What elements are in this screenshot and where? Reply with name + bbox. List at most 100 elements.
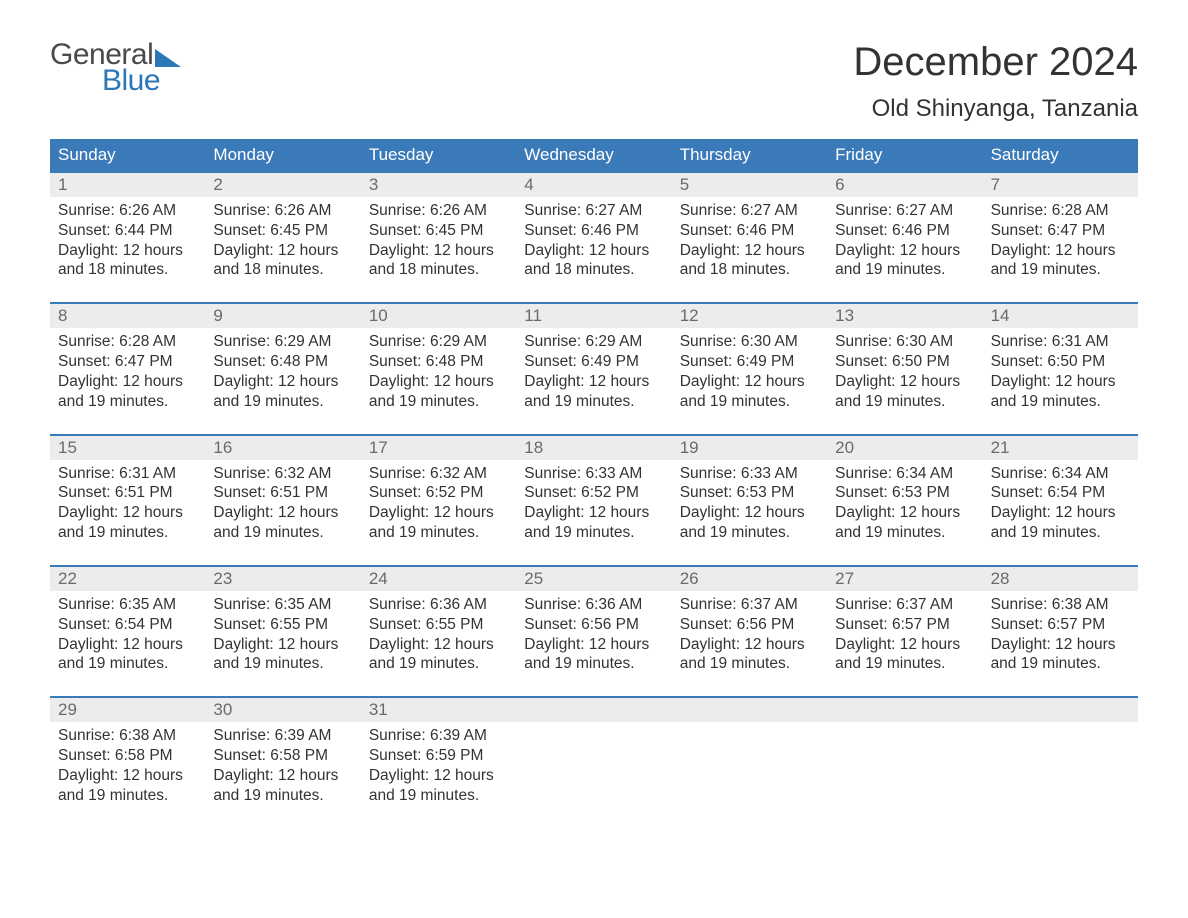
title-block: December 2024 Old Shinyanga, Tanzania bbox=[853, 40, 1138, 133]
day-cell bbox=[827, 722, 982, 805]
daylight-text-line1: Daylight: 12 hours bbox=[213, 635, 352, 655]
day-number: 17 bbox=[361, 436, 516, 460]
sunrise-text: Sunrise: 6:28 AM bbox=[58, 332, 197, 352]
day-cell: Sunrise: 6:39 AMSunset: 6:58 PMDaylight:… bbox=[205, 722, 360, 805]
daylight-text-line2: and 18 minutes. bbox=[524, 260, 663, 280]
weekday-label: Thursday bbox=[672, 139, 827, 171]
sunset-text: Sunset: 6:48 PM bbox=[213, 352, 352, 372]
sunrise-text: Sunrise: 6:36 AM bbox=[369, 595, 508, 615]
daynum-row: 293031 bbox=[50, 698, 1138, 722]
sunrise-text: Sunrise: 6:33 AM bbox=[524, 464, 663, 484]
brand-word2: Blue bbox=[102, 66, 181, 96]
sunset-text: Sunset: 6:46 PM bbox=[835, 221, 974, 241]
sunset-text: Sunset: 6:52 PM bbox=[524, 483, 663, 503]
month-title: December 2024 bbox=[853, 40, 1138, 85]
sunset-text: Sunset: 6:56 PM bbox=[680, 615, 819, 635]
daylight-text-line2: and 19 minutes. bbox=[835, 523, 974, 543]
sunset-text: Sunset: 6:46 PM bbox=[680, 221, 819, 241]
daylight-text-line1: Daylight: 12 hours bbox=[991, 503, 1130, 523]
daylight-text-line1: Daylight: 12 hours bbox=[524, 372, 663, 392]
daylight-text-line2: and 19 minutes. bbox=[835, 260, 974, 280]
sunset-text: Sunset: 6:49 PM bbox=[680, 352, 819, 372]
daylight-text-line2: and 19 minutes. bbox=[213, 786, 352, 806]
day-cell: Sunrise: 6:35 AMSunset: 6:55 PMDaylight:… bbox=[205, 591, 360, 674]
day-cell: Sunrise: 6:37 AMSunset: 6:57 PMDaylight:… bbox=[827, 591, 982, 674]
day-number: 26 bbox=[672, 567, 827, 591]
day-cell: Sunrise: 6:39 AMSunset: 6:59 PMDaylight:… bbox=[361, 722, 516, 805]
day-cell: Sunrise: 6:32 AMSunset: 6:52 PMDaylight:… bbox=[361, 460, 516, 543]
sunrise-text: Sunrise: 6:26 AM bbox=[369, 201, 508, 221]
sunset-text: Sunset: 6:53 PM bbox=[835, 483, 974, 503]
day-cell bbox=[983, 722, 1138, 805]
daynum-row: 15161718192021 bbox=[50, 436, 1138, 460]
weekday-label: Tuesday bbox=[361, 139, 516, 171]
daylight-text-line1: Daylight: 12 hours bbox=[58, 635, 197, 655]
day-number: 30 bbox=[205, 698, 360, 722]
day-number: 16 bbox=[205, 436, 360, 460]
daylight-text-line2: and 19 minutes. bbox=[680, 654, 819, 674]
daylight-text-line2: and 19 minutes. bbox=[835, 392, 974, 412]
sunset-text: Sunset: 6:47 PM bbox=[58, 352, 197, 372]
sunrise-text: Sunrise: 6:31 AM bbox=[991, 332, 1130, 352]
location-subtitle: Old Shinyanga, Tanzania bbox=[853, 95, 1138, 123]
daylight-text-line2: and 19 minutes. bbox=[680, 392, 819, 412]
sunset-text: Sunset: 6:44 PM bbox=[58, 221, 197, 241]
day-number: 14 bbox=[983, 304, 1138, 328]
sunset-text: Sunset: 6:56 PM bbox=[524, 615, 663, 635]
day-number: 29 bbox=[50, 698, 205, 722]
sunset-text: Sunset: 6:50 PM bbox=[835, 352, 974, 372]
sunset-text: Sunset: 6:45 PM bbox=[369, 221, 508, 241]
daylight-text-line2: and 19 minutes. bbox=[680, 523, 819, 543]
day-cell: Sunrise: 6:36 AMSunset: 6:56 PMDaylight:… bbox=[516, 591, 671, 674]
sunrise-text: Sunrise: 6:26 AM bbox=[58, 201, 197, 221]
sunrise-text: Sunrise: 6:35 AM bbox=[58, 595, 197, 615]
day-cell: Sunrise: 6:31 AMSunset: 6:51 PMDaylight:… bbox=[50, 460, 205, 543]
daylight-text-line1: Daylight: 12 hours bbox=[835, 372, 974, 392]
sunset-text: Sunset: 6:54 PM bbox=[58, 615, 197, 635]
day-cell: Sunrise: 6:34 AMSunset: 6:53 PMDaylight:… bbox=[827, 460, 982, 543]
day-cell: Sunrise: 6:37 AMSunset: 6:56 PMDaylight:… bbox=[672, 591, 827, 674]
sunset-text: Sunset: 6:52 PM bbox=[369, 483, 508, 503]
daylight-text-line2: and 18 minutes. bbox=[58, 260, 197, 280]
sunset-text: Sunset: 6:51 PM bbox=[213, 483, 352, 503]
daylight-text-line2: and 19 minutes. bbox=[213, 523, 352, 543]
day-cell: Sunrise: 6:27 AMSunset: 6:46 PMDaylight:… bbox=[672, 197, 827, 280]
daylight-text-line2: and 19 minutes. bbox=[58, 654, 197, 674]
daylight-text-line1: Daylight: 12 hours bbox=[213, 372, 352, 392]
daylight-text-line1: Daylight: 12 hours bbox=[835, 241, 974, 261]
daylight-text-line1: Daylight: 12 hours bbox=[991, 241, 1130, 261]
day-number: 4 bbox=[516, 173, 671, 197]
daylight-text-line2: and 19 minutes. bbox=[58, 523, 197, 543]
daynum-row: 22232425262728 bbox=[50, 567, 1138, 591]
calendar-week: 1234567Sunrise: 6:26 AMSunset: 6:44 PMDa… bbox=[50, 171, 1138, 280]
daylight-text-line1: Daylight: 12 hours bbox=[369, 241, 508, 261]
sunrise-text: Sunrise: 6:27 AM bbox=[835, 201, 974, 221]
daylight-text-line2: and 19 minutes. bbox=[991, 392, 1130, 412]
daylight-text-line2: and 18 minutes. bbox=[369, 260, 508, 280]
day-number: 18 bbox=[516, 436, 671, 460]
day-cell: Sunrise: 6:30 AMSunset: 6:49 PMDaylight:… bbox=[672, 328, 827, 411]
daylight-text-line1: Daylight: 12 hours bbox=[369, 635, 508, 655]
day-number: 15 bbox=[50, 436, 205, 460]
sunrise-text: Sunrise: 6:30 AM bbox=[835, 332, 974, 352]
daylight-text-line1: Daylight: 12 hours bbox=[680, 241, 819, 261]
sunset-text: Sunset: 6:45 PM bbox=[213, 221, 352, 241]
daylight-text-line1: Daylight: 12 hours bbox=[58, 372, 197, 392]
day-number: 31 bbox=[361, 698, 516, 722]
sunset-text: Sunset: 6:58 PM bbox=[58, 746, 197, 766]
daylight-text-line2: and 19 minutes. bbox=[213, 654, 352, 674]
sunrise-text: Sunrise: 6:37 AM bbox=[680, 595, 819, 615]
day-cell: Sunrise: 6:38 AMSunset: 6:57 PMDaylight:… bbox=[983, 591, 1138, 674]
daylight-text-line2: and 19 minutes. bbox=[213, 392, 352, 412]
sunset-text: Sunset: 6:53 PM bbox=[680, 483, 819, 503]
sunrise-text: Sunrise: 6:27 AM bbox=[524, 201, 663, 221]
sunrise-text: Sunrise: 6:28 AM bbox=[991, 201, 1130, 221]
calendar: Sunday Monday Tuesday Wednesday Thursday… bbox=[50, 139, 1138, 806]
daylight-text-line2: and 19 minutes. bbox=[524, 392, 663, 412]
daylight-text-line2: and 19 minutes. bbox=[835, 654, 974, 674]
daylight-text-line2: and 19 minutes. bbox=[991, 260, 1130, 280]
daylight-text-line2: and 19 minutes. bbox=[369, 654, 508, 674]
sunrise-text: Sunrise: 6:32 AM bbox=[369, 464, 508, 484]
day-number: 7 bbox=[983, 173, 1138, 197]
daynum-row: 1234567 bbox=[50, 173, 1138, 197]
